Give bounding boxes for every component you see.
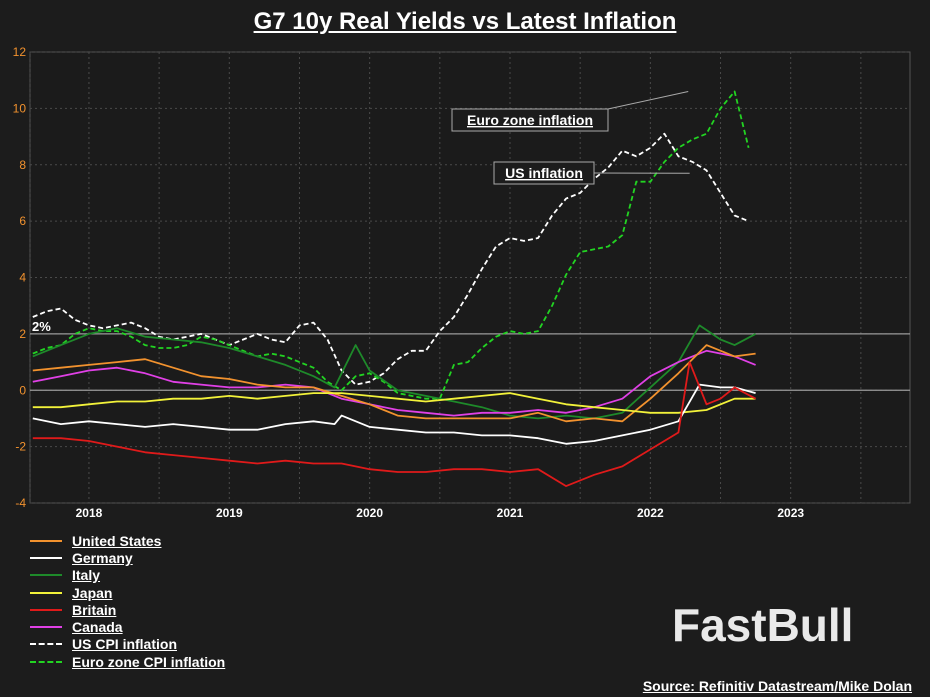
legend-label: Germany [72, 549, 133, 566]
legend-swatch [30, 574, 62, 577]
y-tick-label: 6 [19, 214, 26, 228]
legend-swatch [30, 626, 62, 629]
legend-label: US CPI inflation [72, 636, 177, 653]
series-line-euro-zone-cpi-inflation [32, 90, 750, 400]
annotations: Euro zone inflation US inflation [451, 90, 690, 185]
annotation-label: Euro zone inflation [467, 112, 593, 128]
source-note: Source: Refinitiv Datastream/Mike Dolan [642, 678, 912, 694]
annotation-label: US inflation [505, 165, 583, 181]
y-tick-label: 2 [19, 327, 26, 341]
legend-item: United States [30, 532, 225, 549]
series-line-germany [32, 383, 756, 445]
legend-swatch [30, 660, 62, 663]
series-line-canada [32, 349, 756, 417]
series-line-japan [32, 392, 756, 414]
y-tick-label: 10 [13, 101, 27, 115]
annotation-box [451, 108, 609, 132]
legend-swatch [30, 608, 62, 611]
legend-item: Italy [30, 567, 225, 584]
legend-item: Euro zone CPI inflation [30, 653, 225, 670]
legend-item: Canada [30, 618, 225, 635]
x-tick-labels: 2018 2019 2020 2021 2022 2023 [76, 506, 805, 520]
legend-label: Italy [72, 567, 101, 584]
legend-item: Japan [30, 584, 225, 601]
x-tick-label: 2019 [216, 506, 243, 520]
legend-label: Japan [72, 584, 113, 601]
legend: United States Germany Italy Japan Britain Can… [30, 532, 225, 670]
x-tick-label: 2021 [497, 506, 524, 520]
x-tick-label: 2018 [76, 506, 103, 520]
legend-swatch [30, 591, 62, 594]
legend-swatch [30, 539, 62, 542]
y-tick-label: 8 [19, 158, 26, 172]
annotation-box [493, 161, 595, 185]
series-line-britain [32, 361, 757, 487]
legend-label: Canada [72, 619, 123, 636]
series-line-italy [32, 324, 757, 420]
y-tick-labels: 12 10 8 6 4 2 0 -2 -4 [13, 45, 27, 510]
legend-item: Germany [30, 549, 225, 566]
legend-label: United States [72, 532, 162, 549]
y-tick-label: 12 [13, 45, 27, 59]
x-tick-label: 2020 [356, 506, 383, 520]
fastbull-watermark: FastBull [672, 599, 854, 651]
reference-lines: 2% [30, 319, 910, 391]
legend-label: Euro zone CPI inflation [72, 653, 226, 670]
legend-swatch [30, 643, 62, 646]
legend-item: US CPI inflation [30, 636, 225, 653]
two-percent-label: 2% [32, 319, 51, 334]
y-tick-label: -4 [15, 496, 26, 510]
x-tick-label: 2023 [777, 506, 804, 520]
y-tick-label: -2 [15, 440, 26, 454]
legend-label: Britain [72, 601, 117, 618]
y-tick-label: 0 [19, 383, 26, 397]
y-tick-label: 4 [19, 271, 26, 285]
chart-title: G7 10y Real Yields vs Latest Inflation [253, 8, 677, 35]
annotation-leader [607, 90, 689, 110]
x-tick-label: 2022 [637, 506, 664, 520]
series-line-us-cpi-inflation [32, 132, 749, 386]
legend-swatch [30, 556, 62, 559]
series-lines [32, 90, 757, 487]
legend-item: Britain [30, 601, 225, 618]
series-line-united-states [32, 344, 756, 423]
